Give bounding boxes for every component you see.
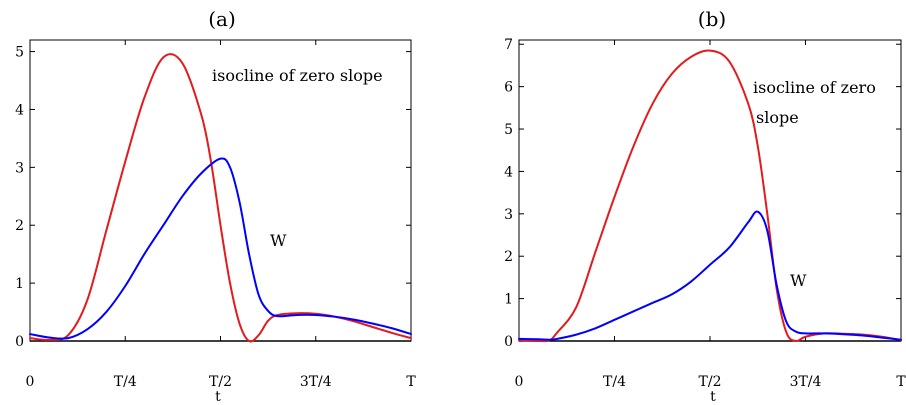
panel-a-ytick-label: 1 [15, 276, 24, 292]
panel-b-annotation-isocline-line1: isocline of zero [753, 78, 876, 97]
panel-b-ytick-label: 5 [504, 122, 513, 138]
panel-b-ytick-label: 6 [504, 80, 513, 96]
panel-a-series-isocline-of-zero-slope [29, 53, 412, 343]
panel-a-ytick-label: 4 [15, 102, 24, 118]
panel-a-xtick-label: T [406, 374, 416, 390]
panel-a-ytick-label: 0 [15, 334, 24, 350]
panel-a-xlabel: t [215, 389, 221, 405]
panel-a-title: (a) [208, 7, 236, 31]
panel-a-annotation-w: W [270, 231, 287, 250]
panel-a-xtick-label: 3T/4 [300, 374, 332, 390]
panel-b-series-w [518, 210, 902, 341]
panel-b-xtick-label: 0 [515, 374, 524, 390]
panel-a-xtick-label: 0 [26, 374, 35, 390]
panel-b-ytick-label: 1 [504, 292, 513, 308]
panel-b-title: (b) [698, 7, 726, 31]
panel-b-ytick-label: 2 [504, 249, 513, 265]
panel-a-xtick-label: T/2 [209, 374, 232, 390]
panel-b-xtick-label: T/2 [699, 374, 722, 390]
panel-b-annotation-isocline-line2: slope [756, 108, 799, 127]
panel-a-ytick-label: 2 [15, 218, 24, 234]
panel-a: (a) isocline of zero slope W t 0 1 2 3 4 5 0 T/… [15, 7, 416, 405]
panel-b-ytick-label: 4 [504, 164, 513, 180]
panel-b-xtick-label: 3T/4 [790, 374, 822, 390]
panel-a-series-w [29, 157, 412, 340]
panel-b-annotation-w: W [790, 271, 807, 290]
panel-a-xtick-label: T/4 [114, 374, 137, 390]
panel-a-frame [29, 39, 412, 342]
panel-a-annotation-isocline: isocline of zero slope [212, 66, 383, 85]
panel-b-xtick-label: T [896, 374, 906, 390]
panel-a-ytick-label: 5 [15, 45, 24, 61]
panel-b-ytick-label: 3 [504, 207, 513, 223]
panel-a-ytick-label: 3 [15, 160, 24, 176]
panel-b-ytick-label: 7 [504, 37, 513, 53]
panel-b: (b) isocline of zero slope W t 0 1 2 3 4 5 6 7 0… [504, 7, 906, 405]
panel-b-ytick-label: 0 [504, 334, 513, 350]
panel-b-xlabel: t [710, 389, 716, 405]
panel-b-xtick-label: T/4 [603, 374, 626, 390]
